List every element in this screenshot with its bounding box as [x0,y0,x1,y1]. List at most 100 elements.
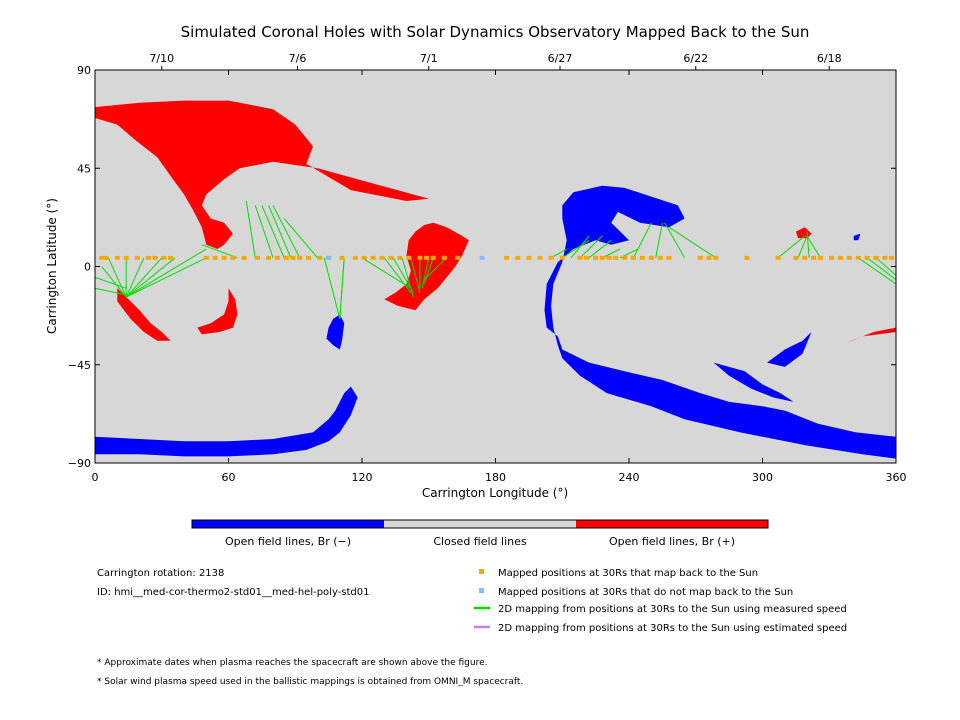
plot-area [94,69,897,464]
mapping-line-26 [421,257,430,289]
mapped-point-65 [846,255,852,260]
mapped-point-52 [657,255,663,260]
mapped-point-12 [230,255,236,260]
mapped-point-17 [283,255,289,260]
legend: Mapped positions at 30Rs that map back t… [474,568,847,634]
mapped-point-53 [666,255,672,260]
coronal-hole-positive-0 [95,100,429,249]
mapped-point-64 [837,255,843,260]
mapped-points-back [99,255,895,260]
coronal-hole-regions [95,100,896,459]
colorbar-label-closed: Closed field lines [433,535,527,548]
date-tick-label-3: 6/27 [548,52,573,65]
mapped-point-29 [397,255,403,260]
mapping-line-43 [806,235,821,259]
unmapped-point-1 [479,255,485,260]
mapping-line-13 [261,205,285,258]
mapping-line-17 [323,257,341,320]
mapped-point-36 [504,255,510,260]
date-tick-label-1: 7/6 [289,52,307,65]
mapping-line-38 [664,222,686,259]
mapped-point-58 [775,255,781,260]
legend-label-estimated-speed: 2D mapping from positions at 30Rs to the… [498,623,847,634]
coronal-hole-negative-8 [713,362,794,402]
mapping-line-45 [866,257,897,280]
mapping-line-24 [410,257,421,293]
mapped-point-30 [406,255,412,260]
mapping-line-39 [668,226,717,259]
mapped-point-33 [430,255,436,260]
colorbar-positive [576,520,768,528]
mapped-point-34 [441,255,447,260]
x-axis-ticks: 0 60 120 180 240 300 360 [92,70,907,484]
mapping-line-11 [245,200,256,258]
mapping-line-30 [562,239,590,259]
mapped-point-60 [802,255,808,260]
mapped-point-31 [417,255,423,260]
mapped-point-13 [241,255,247,260]
legend-label-mapped-back: Mapped positions at 30Rs that map back t… [498,568,758,579]
mapped-points-not-back [326,255,485,260]
mapping-line-7 [125,257,176,298]
mapped-point-35 [455,255,461,260]
mapped-point-21 [317,255,323,260]
coronal-hole-negative-6 [544,185,896,459]
chart-title: Simulated Coronal Holes with Solar Dynam… [181,23,810,41]
x-axis-label: Carrington Longitude (°) [422,486,568,500]
mapped-point-23 [339,255,345,260]
legend-swatch-mapped-back [479,569,484,574]
legend-swatch-not-mapped-back [479,588,484,593]
colorbar-label-positive: Open field lines, Br (+) [609,535,735,548]
mapped-point-66 [855,255,861,260]
mapped-point-15 [266,255,272,260]
mapped-point-45 [599,255,605,260]
mapping-line-44 [857,257,897,285]
mapped-point-70 [889,255,895,260]
mapping-line-19 [339,257,345,319]
mapped-point-63 [829,255,834,260]
mapped-point-24 [352,255,358,260]
mapping-line-5 [125,257,145,298]
date-tick-label-0: 7/10 [149,52,174,65]
colorbar-negative [192,520,384,528]
y-tick-label-1: 45 [77,162,91,175]
mapped-point-10 [212,255,218,260]
mapping-line-40 [777,235,806,259]
mapped-point-43 [584,255,590,260]
mapping-line-34 [602,248,621,259]
coronal-hole-negative-11 [853,233,861,241]
mapped-point-25 [361,255,367,260]
mapped-point-49 [631,255,636,260]
x-tick-label-1: 60 [222,471,236,484]
coronal-hole-positive-4 [847,327,896,343]
mapped-point-5 [145,255,151,260]
mapped-point-20 [306,255,312,260]
mapping-line-8 [125,257,207,298]
mapping-line-12 [254,205,274,258]
mapped-point-40 [548,255,554,260]
date-tick-label-4: 6/22 [683,52,708,65]
mapped-point-44 [593,255,599,260]
mapping-line-9 [125,248,207,298]
mapped-point-32 [424,255,429,260]
mapped-point-57 [744,255,750,260]
x-tick-label-0: 0 [92,471,99,484]
mapping-line-29 [550,248,567,259]
x-tick-label-4: 240 [619,471,640,484]
mapped-point-46 [606,255,612,260]
mapping-line-36 [633,222,652,259]
mapping-line-33 [588,239,612,259]
mapped-point-4 [134,255,140,260]
mapped-point-28 [388,255,394,260]
colorbar-closed [384,520,576,528]
x-tick-label-5: 300 [752,471,773,484]
mapping-line-27 [423,257,434,285]
mapping-line-21 [383,257,412,294]
mapping-line-28 [423,257,447,280]
mapped-point-26 [370,255,376,260]
footnote-dates: * Approximate dates when plasma reaches … [97,658,488,668]
colorbar-frame [191,519,769,529]
mapping-lines-measured [94,200,897,320]
y-axis-ticks: 90 45 0 −45 −90 [68,64,896,470]
mapped-point-14 [254,255,260,260]
